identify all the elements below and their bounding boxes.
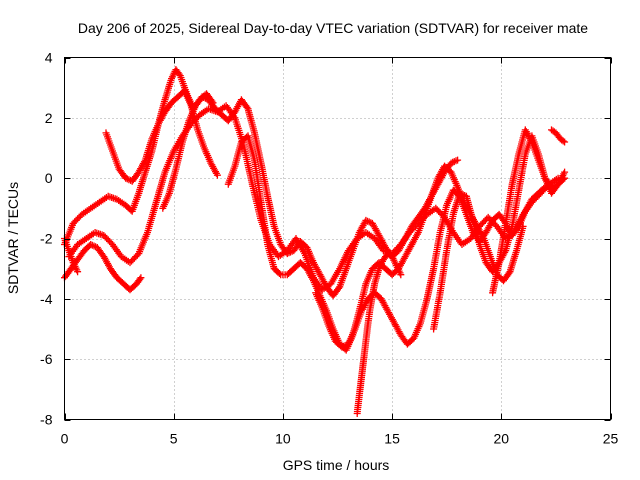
data-point [285,249,293,257]
series-track-1 [61,66,217,248]
data-point [459,191,467,199]
data-point [561,138,569,146]
y-axis-label: SDTVAR / TECUs [5,182,21,294]
data-point [243,103,251,111]
data-point [123,175,131,183]
data-point [338,343,346,351]
data-point [362,216,370,224]
data-point [283,250,291,258]
x-tick-label: 15 [384,431,400,447]
data-point [122,174,130,182]
series-track-5 [159,93,462,300]
data-point [456,189,464,197]
data-point [132,253,140,261]
series-track-8 [353,250,405,417]
data-point [87,241,95,248]
data-point [74,268,82,276]
x-tick-label: 5 [170,431,178,447]
x-tick-label: 0 [61,431,69,447]
y-tick-labels: -8 -6 -4 -2 0 2 4 [40,50,53,428]
data-point [90,242,98,250]
data-point [137,274,145,282]
data-point [561,168,569,176]
series-track-11 [548,126,569,146]
axis-ticks [64,57,612,421]
series-track-10 [489,126,569,297]
data-point [454,156,462,164]
data-point [540,184,548,192]
data-point [275,270,283,277]
y-tick-label: 4 [45,50,53,66]
data-point [452,157,460,165]
plot-frame [64,57,611,420]
data-point [447,159,455,167]
x-tick-label: 20 [494,431,510,447]
y-tick-label: -8 [40,412,53,428]
data-point [436,209,444,217]
x-tick-label: 25 [603,431,619,447]
chart-title: Day 206 of 2025, Sidereal Day-to-day VTE… [78,20,588,36]
data-point [559,137,567,145]
y-tick-label: -2 [40,231,53,247]
data-point [136,275,144,283]
y-tick-label: -6 [40,351,53,367]
series-track-3 [102,87,221,185]
data-point [201,94,209,102]
data-marks [61,66,569,417]
y-tick-label: -4 [40,291,53,307]
data-point [213,171,221,179]
y-tick-label: 0 [45,170,53,186]
data-point [340,342,347,350]
series-track-12 [61,235,82,276]
data-point [72,216,80,224]
y-tick-label: 2 [45,110,53,126]
data-point [397,271,405,279]
data-point [198,93,206,101]
series-track-7 [312,183,549,351]
data-point [449,158,457,166]
x-tick-label: 10 [275,431,291,447]
data-point [365,218,373,226]
x-axis-label: GPS time / hours [283,457,390,473]
x-tick-labels: 0 5 10 15 20 25 [61,431,619,447]
